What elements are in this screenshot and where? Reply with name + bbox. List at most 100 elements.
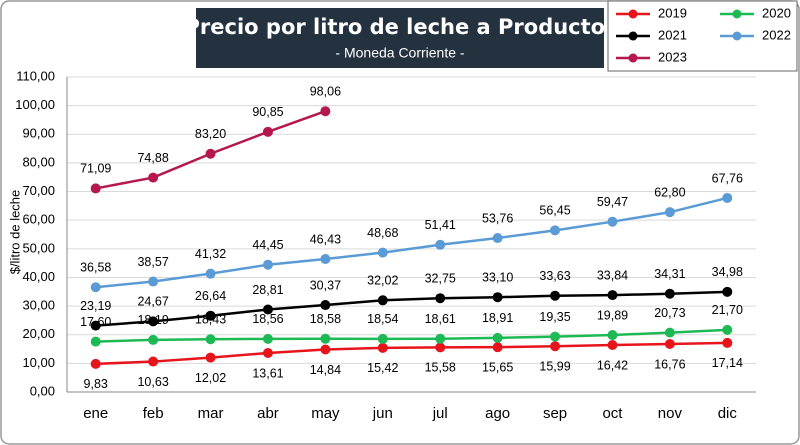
data-point — [320, 344, 331, 355]
data-label: 23,19 — [80, 299, 111, 313]
data-point — [262, 333, 273, 344]
data-label: 32,02 — [367, 274, 398, 288]
data-point — [492, 233, 503, 244]
data-point — [492, 332, 503, 343]
data-point — [607, 290, 618, 301]
x-tick-label: jul — [432, 405, 448, 422]
data-label: 44,45 — [252, 238, 283, 252]
y-tick-label: 30,00 — [22, 298, 55, 313]
data-point — [148, 356, 159, 367]
y-tick-label: 20,00 — [22, 326, 55, 341]
data-label: 15,65 — [482, 360, 513, 374]
data-point — [722, 324, 733, 335]
data-point — [492, 292, 503, 303]
y-tick-label: 70,00 — [22, 183, 55, 198]
data-point — [205, 268, 216, 279]
chart-title: Precio por litro de leche a Productor — [185, 15, 617, 39]
y-axis-label: $/litro de leche — [7, 190, 22, 275]
data-point — [320, 300, 331, 311]
y-tick-label: 80,00 — [22, 154, 55, 169]
data-label: 24,67 — [137, 295, 168, 309]
data-label: 98,06 — [310, 84, 341, 98]
data-label: 16,76 — [654, 357, 685, 371]
data-label: 71,09 — [80, 162, 111, 176]
data-label: 18,56 — [252, 312, 283, 326]
x-tick-label: ago — [485, 405, 510, 422]
data-point — [320, 254, 331, 265]
data-point — [664, 327, 675, 338]
data-label: 83,20 — [195, 127, 226, 141]
data-label: 12,02 — [195, 371, 226, 385]
data-point — [550, 225, 561, 236]
data-label: 20,73 — [654, 306, 685, 320]
data-point — [90, 183, 101, 194]
data-label: 19,89 — [597, 308, 628, 322]
data-point — [205, 352, 216, 363]
data-point — [148, 316, 159, 327]
data-point — [607, 339, 618, 350]
legend-marker — [732, 9, 742, 19]
data-point — [435, 293, 446, 304]
legend-label: 2021 — [658, 27, 687, 42]
data-label: 16,42 — [597, 358, 628, 372]
data-point — [435, 342, 446, 353]
data-label: 18,54 — [367, 312, 398, 326]
data-label: 53,76 — [482, 211, 513, 225]
data-label: 33,10 — [482, 271, 513, 285]
y-tick-label: 110,00 — [16, 68, 55, 83]
data-point — [377, 247, 388, 258]
y-tick-label: 50,00 — [22, 240, 55, 255]
legend-label: 2022 — [762, 27, 791, 42]
series-line — [95, 341, 728, 366]
data-point — [148, 334, 159, 345]
data-point — [550, 290, 561, 301]
data-point — [722, 286, 733, 297]
x-tick-label: mar — [198, 405, 224, 422]
data-label: 59,47 — [597, 195, 628, 209]
data-point — [607, 330, 618, 341]
data-label: 41,32 — [195, 247, 226, 261]
legend-marker — [628, 31, 638, 41]
data-point — [435, 239, 446, 250]
legend-label: 2019 — [658, 5, 687, 20]
series-line — [95, 290, 728, 327]
x-tick-label: oct — [602, 405, 623, 422]
title-box — [196, 8, 604, 68]
legend-label: 2020 — [762, 5, 791, 20]
data-point — [377, 295, 388, 306]
data-label: 62,80 — [654, 185, 685, 199]
data-label: 17,14 — [712, 356, 743, 370]
data-label: 18,91 — [482, 311, 513, 325]
data-point — [550, 341, 561, 352]
y-tick-label: 60,00 — [22, 212, 55, 227]
data-point — [320, 106, 331, 117]
data-label: 33,84 — [597, 268, 628, 282]
x-tick-label: nov — [658, 405, 683, 422]
data-label: 34,98 — [712, 265, 743, 279]
y-tick-label: 0,00 — [30, 383, 55, 398]
data-point — [90, 320, 101, 331]
data-label: 90,85 — [252, 105, 283, 119]
data-label: 38,57 — [137, 255, 168, 269]
data-point — [377, 342, 388, 353]
data-point — [90, 336, 101, 347]
x-tick-label: dic — [718, 405, 738, 422]
data-point — [205, 310, 216, 321]
data-label: 14,84 — [310, 363, 341, 377]
data-point — [607, 216, 618, 227]
y-tick-label: 90,00 — [22, 126, 55, 141]
data-label: 10,63 — [137, 375, 168, 389]
data-point — [664, 207, 675, 218]
legend-marker — [628, 9, 638, 19]
data-point — [492, 342, 503, 353]
data-point — [262, 126, 273, 137]
data-label: 34,31 — [654, 267, 685, 281]
x-tick-label: may — [311, 405, 340, 422]
series-line — [95, 196, 728, 289]
x-tick-label: abr — [257, 405, 279, 422]
data-label: 36,58 — [80, 261, 111, 275]
data-label: 28,81 — [252, 283, 283, 297]
legend-label: 2023 — [658, 49, 687, 64]
data-point — [722, 192, 733, 203]
